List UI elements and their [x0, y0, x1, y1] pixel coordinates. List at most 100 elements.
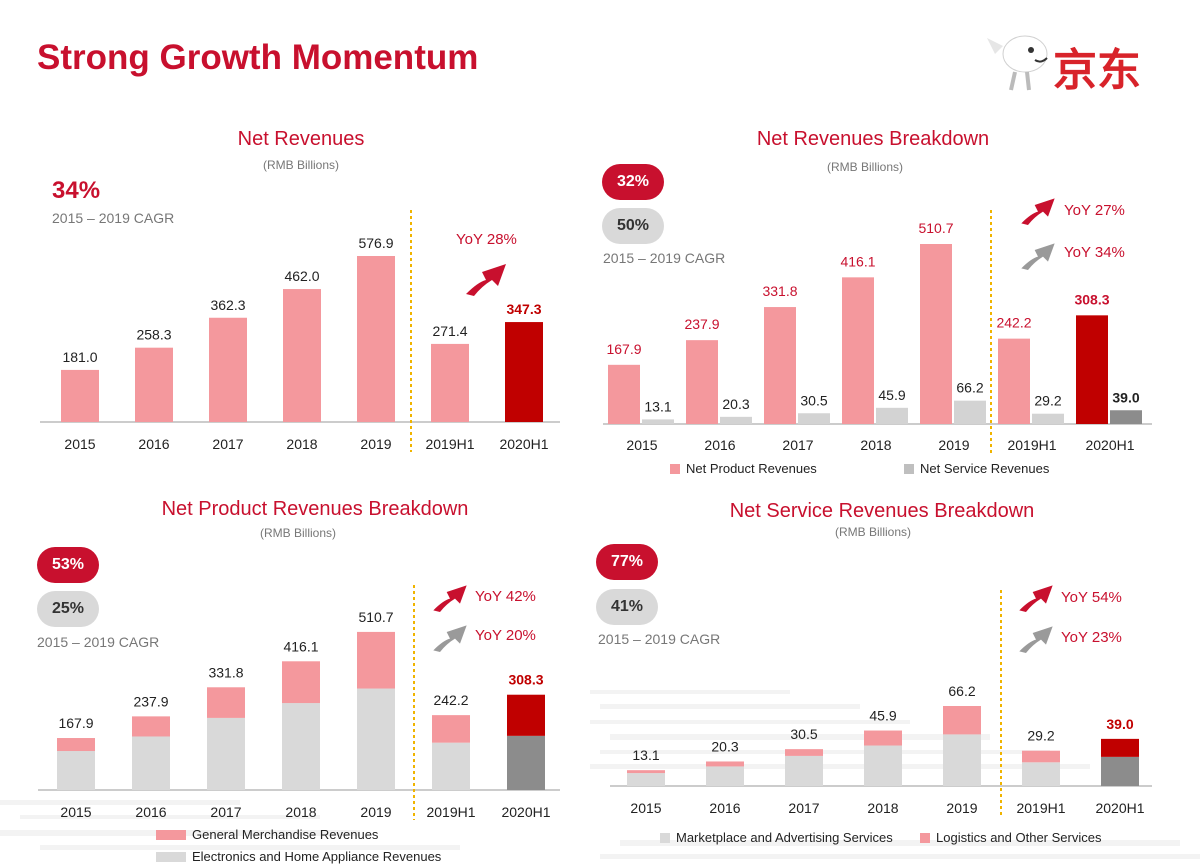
x-tick-label: 2019H1: [426, 804, 475, 820]
legend-item-product: Net Product Revenues: [670, 461, 817, 476]
data-label-total: 30.5: [790, 726, 817, 742]
data-label-total: 39.0: [1106, 716, 1133, 732]
legend-label: Marketplace and Advertising Services: [676, 830, 893, 845]
panel-subtitle: (RMB Billions): [826, 160, 903, 174]
bar-segment-base: [432, 742, 470, 790]
data-label-product: 167.9: [606, 341, 641, 357]
bar-service: [798, 413, 830, 424]
data-label: 462.0: [284, 268, 319, 284]
legend-swatch: [920, 832, 930, 843]
panel-net-revenues-breakdown: Net Revenues Breakdown (RMB Billions) 32…: [600, 120, 1202, 490]
data-label-total: 13.1: [632, 747, 659, 763]
cagr-label: 2015 – 2019 CAGR: [598, 631, 721, 647]
data-label: 576.9: [358, 235, 393, 251]
cagr-pill-marketplace: 41%: [596, 589, 658, 625]
x-tick-label: 2019: [360, 804, 391, 820]
x-tick-label: 2017: [782, 437, 813, 453]
x-tick-label: 2019H1: [1007, 437, 1056, 453]
yoy-label-marketplace: YoY 23%: [1061, 629, 1122, 646]
x-tick-label: 2017: [212, 436, 243, 452]
net-revenues-breakdown-chart: 2015 2016 2017 2018 2019 2019H1 2020H1 167.9 13.…: [603, 210, 1152, 454]
x-tick-label: 2019: [360, 436, 391, 452]
bar-segment-base: [943, 734, 981, 786]
cagr-pill-service: 50%: [602, 208, 664, 244]
bar-segment-top: [1022, 750, 1060, 763]
bar-segment-base: [357, 688, 395, 790]
data-label-service: 39.0: [1112, 389, 1139, 405]
panel-net-service-revenues-breakdown: Net Service Revenues Breakdown (RMB Bill…: [596, 490, 1202, 866]
data-label-total: 237.9: [133, 693, 168, 709]
x-tick-label: 2019: [938, 437, 969, 453]
bar-segment-top: [627, 770, 665, 774]
yoy-label-service: YoY 34%: [1064, 244, 1125, 261]
x-tick-label: 2018: [860, 437, 891, 453]
bar-service: [1110, 410, 1142, 424]
x-tick-label: 2020H1: [501, 804, 550, 820]
legend-label: Logistics and Other Services: [936, 830, 1102, 845]
x-tick-label: 2018: [867, 800, 898, 816]
data-label-product: 237.9: [684, 316, 719, 332]
panel-subtitle: (RMB Billions): [259, 526, 336, 540]
bar-product: [1076, 315, 1108, 424]
bar-segment-top: [132, 716, 170, 737]
x-tick-label: 2018: [286, 436, 317, 452]
jd-mascot-dog-icon: [987, 35, 1048, 91]
net-revenues-chart: 2015 2016 2017 2018 2019 2019H1 2020H1 181.0 258…: [40, 210, 560, 452]
red-up-arrow-icon: [1019, 585, 1053, 612]
bar-segment-top: [785, 749, 823, 756]
x-tick-label: 2016: [135, 804, 166, 820]
yoy-label-electronics: YoY 20%: [475, 627, 536, 644]
x-tick-label: 2015: [626, 437, 657, 453]
yoy-label-general-merchandise: YoY 42%: [475, 588, 536, 605]
legend-swatch: [156, 829, 186, 840]
data-label-product: 331.8: [762, 283, 797, 299]
red-up-arrow-icon: [466, 264, 506, 296]
bar-product: [998, 338, 1030, 424]
legend-swatch: [156, 851, 186, 862]
bar-segment-base: [507, 735, 545, 790]
bar-segment-base: [132, 736, 170, 790]
bar-segment-top: [1101, 738, 1139, 757]
legend-swatch: [904, 463, 914, 474]
bar-service: [876, 407, 908, 424]
bar: [283, 289, 321, 422]
net-product-revenues-breakdown-chart: 2015 2016 2017 2018 2019 2019H1 2020H1 167.9 237…: [38, 585, 560, 820]
data-label: 181.0: [62, 349, 97, 365]
data-label: 258.3: [136, 327, 171, 343]
x-tick-label: 2017: [788, 800, 819, 816]
x-tick-label: 2015: [60, 804, 91, 820]
bar-segment-base: [864, 745, 902, 786]
legend-swatch: [670, 463, 680, 474]
panel-subtitle: (RMB Billions): [262, 158, 339, 172]
data-label-total: 167.9: [58, 715, 93, 731]
cagr-value: 34%: [52, 177, 101, 204]
cagr-pill-product: 32%: [602, 164, 664, 200]
legend-item-logistics: Logistics and Other Services: [920, 830, 1101, 845]
bar-product: [764, 307, 796, 424]
x-tick-label: 2016: [138, 436, 169, 452]
cagr-label: 2015 – 2019 CAGR: [52, 210, 175, 226]
panel-title: Net Revenues Breakdown: [756, 128, 990, 150]
data-label-total: 308.3: [508, 672, 543, 688]
legend-item-electronics: Electronics and Home Appliance Revenues: [156, 849, 441, 864]
panel-title: Net Revenues: [237, 128, 365, 150]
bar-segment-base: [57, 751, 95, 790]
bar-segment-top: [706, 761, 744, 767]
legend-label: General Merchandise Revenues: [192, 827, 379, 842]
x-tick-label: 2016: [704, 437, 735, 453]
jd-logo: 京东: [985, 28, 1170, 98]
bar-segment-base: [785, 755, 823, 786]
data-label-total: 45.9: [869, 708, 896, 724]
cagr-pill-logistics: 77%: [596, 544, 658, 580]
bar-segment-base: [207, 717, 245, 790]
logo-text: 京东: [1053, 45, 1141, 96]
grey-up-arrow-icon: [1019, 626, 1053, 653]
data-label-product: 308.3: [1074, 291, 1109, 307]
panel-net-product-revenues-breakdown: Net Product Revenues Breakdown (RMB Bill…: [0, 490, 600, 866]
data-label-service: 66.2: [956, 380, 983, 396]
data-label-service: 45.9: [878, 387, 905, 403]
bar: [61, 369, 99, 422]
x-tick-label: 2019: [946, 800, 977, 816]
x-tick-label: 2016: [709, 800, 740, 816]
x-tick-label: 2020H1: [1095, 800, 1144, 816]
